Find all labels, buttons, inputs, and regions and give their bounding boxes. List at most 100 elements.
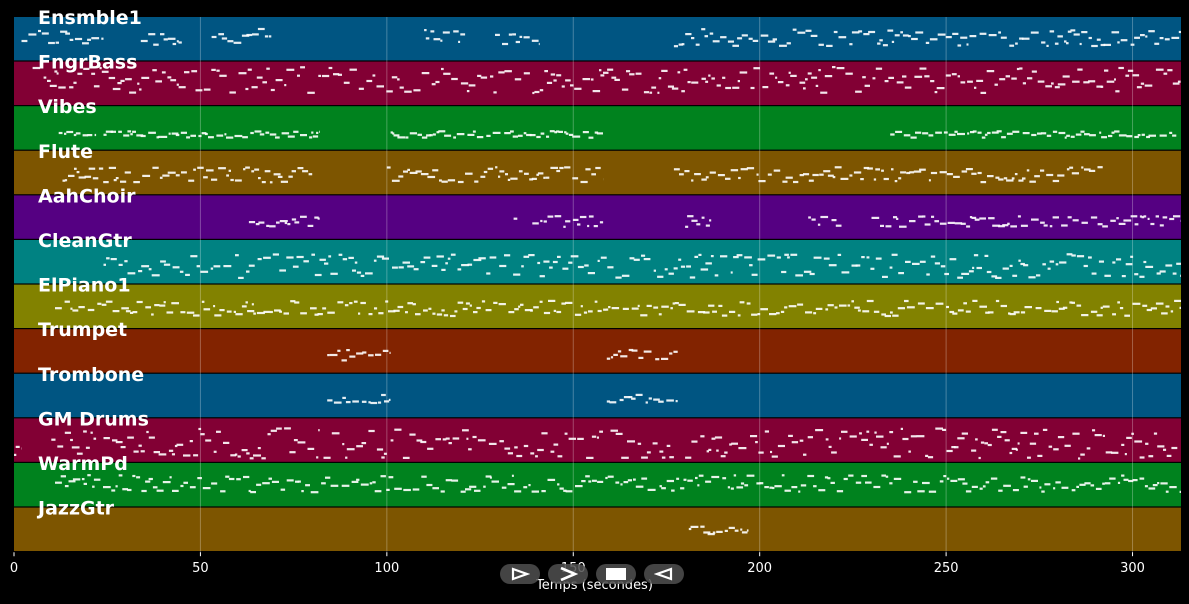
note — [565, 79, 571, 82]
note — [1066, 42, 1069, 45]
note — [741, 34, 748, 37]
note — [72, 478, 81, 481]
note — [546, 81, 553, 84]
play-fast-button[interactable] — [548, 564, 588, 584]
note — [234, 179, 242, 182]
note — [180, 484, 184, 488]
note — [132, 130, 136, 133]
note — [416, 439, 423, 442]
note — [961, 272, 970, 275]
note — [836, 67, 845, 70]
note — [1018, 259, 1021, 262]
note — [1016, 67, 1020, 71]
note — [680, 487, 685, 490]
note — [974, 86, 977, 89]
note — [203, 176, 208, 179]
note — [1071, 172, 1079, 175]
note — [970, 131, 975, 134]
note — [117, 82, 122, 85]
note — [679, 173, 684, 176]
note — [711, 77, 715, 80]
note — [193, 168, 196, 171]
note — [865, 481, 872, 484]
track-notes — [32, 66, 1181, 95]
note — [673, 267, 678, 270]
note — [585, 475, 590, 478]
note — [297, 480, 301, 483]
note — [1051, 82, 1054, 85]
note — [1004, 439, 1010, 442]
note — [772, 38, 777, 41]
note — [853, 171, 862, 174]
note — [1066, 134, 1070, 137]
note — [741, 531, 748, 534]
note — [409, 433, 416, 436]
note — [855, 481, 862, 484]
note — [684, 170, 690, 173]
note — [445, 262, 448, 265]
note — [276, 221, 280, 224]
note — [376, 85, 384, 88]
note — [900, 31, 903, 34]
note — [259, 133, 265, 136]
note — [457, 301, 464, 304]
note — [582, 78, 591, 81]
note — [1144, 84, 1153, 87]
note — [1155, 302, 1164, 305]
note — [148, 33, 156, 36]
note — [841, 271, 850, 274]
note — [896, 217, 899, 220]
note — [1126, 135, 1133, 138]
note — [939, 480, 944, 483]
note — [227, 40, 234, 43]
note — [537, 448, 544, 452]
note — [972, 266, 975, 269]
note — [572, 218, 579, 221]
tracks-layer — [14, 17, 1181, 551]
note — [257, 447, 261, 450]
note — [249, 457, 254, 460]
note — [950, 479, 958, 482]
note — [701, 216, 705, 219]
note — [180, 311, 186, 314]
note — [407, 265, 415, 268]
note — [934, 91, 938, 94]
note — [228, 169, 231, 172]
track-label: GM Drums — [38, 408, 149, 430]
note — [738, 176, 741, 180]
play-reverse-button[interactable] — [644, 564, 684, 584]
note — [1003, 177, 1008, 180]
note — [432, 133, 436, 136]
note — [607, 68, 614, 71]
note — [701, 178, 707, 181]
note — [360, 274, 365, 277]
play-forward-button[interactable] — [500, 564, 540, 584]
note — [729, 310, 736, 313]
note — [1052, 130, 1058, 133]
note — [124, 260, 128, 263]
note — [565, 301, 573, 304]
note — [1028, 276, 1036, 279]
note — [1005, 75, 1010, 78]
note — [1064, 40, 1067, 43]
track-label: Vibes — [38, 96, 97, 118]
note — [677, 71, 681, 74]
note — [638, 356, 644, 359]
note — [900, 427, 903, 430]
note — [1109, 477, 1116, 480]
note — [757, 258, 766, 261]
note — [1150, 222, 1155, 226]
note — [361, 442, 367, 445]
note — [1130, 215, 1138, 218]
note — [505, 173, 508, 176]
stop-button[interactable] — [596, 564, 636, 584]
note — [739, 71, 748, 74]
note — [1148, 455, 1154, 458]
note — [436, 131, 440, 134]
note — [731, 442, 738, 445]
note — [1010, 225, 1017, 228]
note — [139, 88, 142, 91]
note — [372, 481, 376, 484]
note — [848, 474, 854, 477]
note — [998, 31, 1001, 34]
